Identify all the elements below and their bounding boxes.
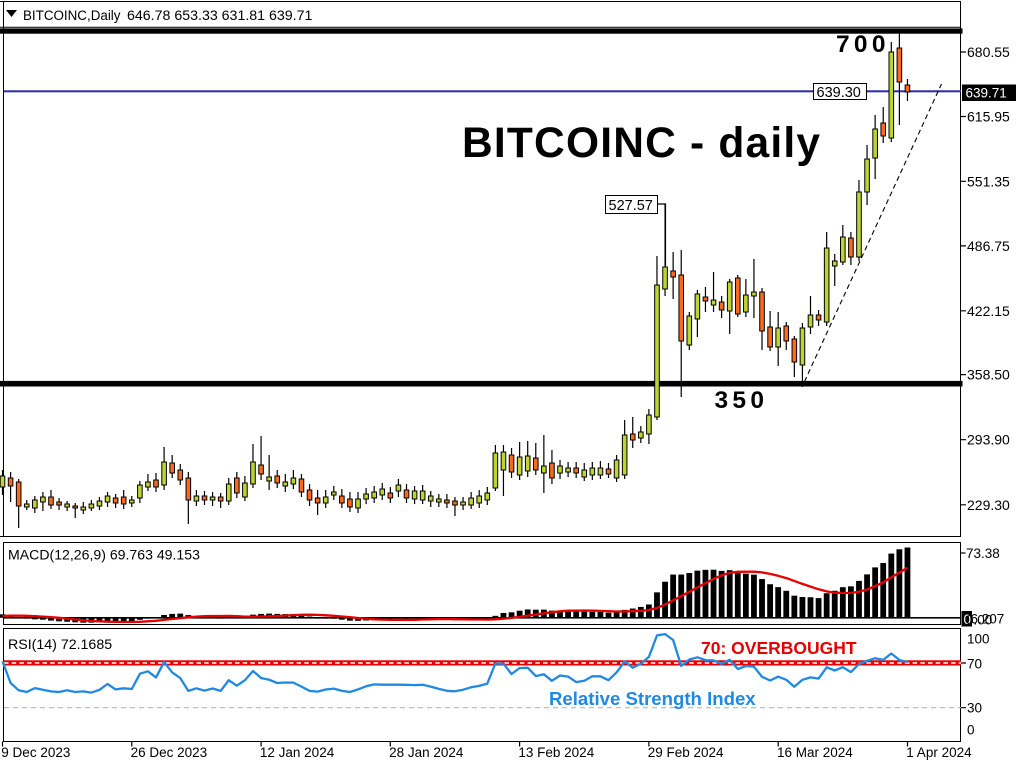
- svg-text:1 Apr 2024: 1 Apr 2024: [906, 745, 972, 760]
- svg-text:16 Mar 2024: 16 Mar 2024: [777, 745, 853, 760]
- svg-text:Relative Strength Index: Relative Strength Index: [549, 688, 756, 709]
- svg-text:527.57: 527.57: [609, 198, 653, 214]
- svg-text:29 Feb 2024: 29 Feb 2024: [648, 745, 724, 760]
- svg-text:MACD(12,26,9) 69.763 49.153: MACD(12,26,9) 69.763 49.153: [8, 547, 200, 563]
- svg-text:RSI(14) 72.1685: RSI(14) 72.1685: [8, 637, 112, 653]
- svg-text:615.95: 615.95: [967, 109, 1010, 125]
- svg-text:13 Feb 2024: 13 Feb 2024: [518, 745, 594, 760]
- svg-text:358.50: 358.50: [967, 367, 1010, 383]
- svg-text:30: 30: [967, 701, 982, 716]
- svg-text:680.55: 680.55: [967, 44, 1010, 60]
- svg-text:28 Jan 2024: 28 Jan 2024: [389, 745, 464, 760]
- svg-text:0: 0: [967, 723, 975, 738]
- svg-text:350: 350: [715, 387, 769, 414]
- svg-text:0: 0: [964, 612, 972, 627]
- svg-text:BITCOINC - daily: BITCOINC - daily: [462, 120, 821, 167]
- svg-text:73.38: 73.38: [966, 546, 1000, 561]
- svg-text:6.207: 6.207: [971, 612, 1005, 627]
- svg-text:9 Dec 2023: 9 Dec 2023: [1, 745, 70, 760]
- svg-text:70: 70: [967, 656, 982, 671]
- svg-text:26 Dec 2023: 26 Dec 2023: [131, 745, 208, 760]
- svg-text:0.00: 0.00: [966, 613, 992, 628]
- svg-text:639.71: 639.71: [966, 85, 1007, 100]
- svg-text:646.78 653.33 631.81 639.71: 646.78 653.33 631.81 639.71: [127, 8, 313, 24]
- svg-text:486.75: 486.75: [967, 238, 1010, 254]
- svg-text:551.35: 551.35: [967, 173, 1010, 189]
- svg-text:229.30: 229.30: [967, 497, 1010, 513]
- svg-text:700: 700: [836, 31, 890, 58]
- svg-text:BITCOINC,Daily: BITCOINC,Daily: [23, 8, 121, 23]
- svg-text:100: 100: [967, 632, 990, 647]
- svg-text:639.30: 639.30: [817, 85, 861, 101]
- svg-text:293.90: 293.90: [967, 432, 1010, 448]
- svg-text:422.15: 422.15: [967, 303, 1010, 319]
- svg-text:12 Jan 2024: 12 Jan 2024: [260, 745, 335, 760]
- svg-text:70: OVERBOUGHT: 70: OVERBOUGHT: [701, 638, 857, 658]
